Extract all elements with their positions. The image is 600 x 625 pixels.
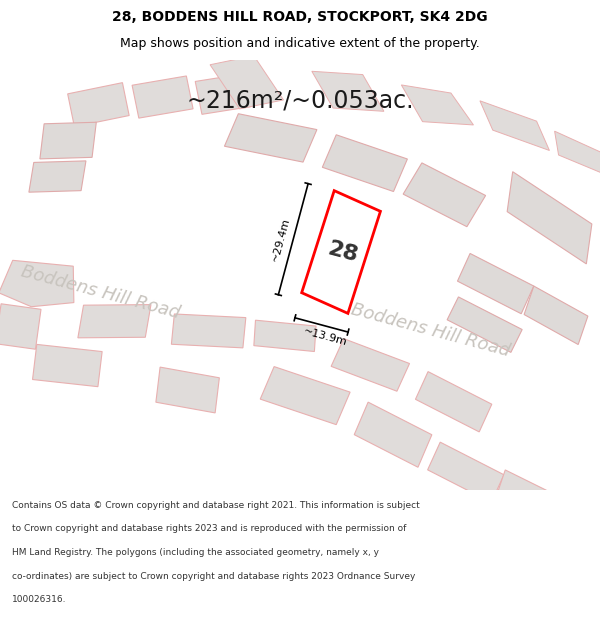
- Polygon shape: [210, 56, 283, 109]
- Text: HM Land Registry. The polygons (including the associated geometry, namely x, y: HM Land Registry. The polygons (includin…: [12, 548, 379, 557]
- Polygon shape: [354, 402, 432, 468]
- Text: ~13.9m: ~13.9m: [302, 326, 349, 348]
- Text: 28: 28: [326, 238, 361, 266]
- Polygon shape: [195, 74, 251, 114]
- Polygon shape: [40, 122, 97, 159]
- Polygon shape: [554, 131, 600, 178]
- Polygon shape: [447, 297, 522, 352]
- Polygon shape: [403, 163, 485, 227]
- Polygon shape: [480, 101, 550, 151]
- Polygon shape: [0, 261, 74, 307]
- Polygon shape: [322, 135, 407, 191]
- Polygon shape: [132, 76, 193, 118]
- Polygon shape: [524, 286, 588, 344]
- Polygon shape: [302, 191, 380, 313]
- Polygon shape: [457, 254, 534, 314]
- Text: 100026316.: 100026316.: [12, 595, 67, 604]
- Polygon shape: [172, 314, 246, 348]
- Text: Boddens Hill Road: Boddens Hill Road: [349, 300, 511, 360]
- Polygon shape: [507, 172, 592, 264]
- Polygon shape: [428, 442, 504, 503]
- Polygon shape: [401, 85, 473, 125]
- Polygon shape: [312, 71, 384, 111]
- Polygon shape: [415, 372, 492, 432]
- Text: Boddens Hill Road: Boddens Hill Road: [19, 262, 181, 322]
- Text: co-ordinates) are subject to Crown copyright and database rights 2023 Ordnance S: co-ordinates) are subject to Crown copyr…: [12, 572, 415, 581]
- Polygon shape: [29, 161, 86, 192]
- Text: ~29.4m: ~29.4m: [271, 216, 292, 262]
- Text: Contains OS data © Crown copyright and database right 2021. This information is : Contains OS data © Crown copyright and d…: [12, 501, 420, 510]
- Polygon shape: [0, 304, 41, 349]
- Polygon shape: [496, 470, 551, 521]
- Text: ~216m²/~0.053ac.: ~216m²/~0.053ac.: [186, 88, 414, 112]
- Polygon shape: [156, 367, 220, 413]
- Polygon shape: [331, 339, 410, 391]
- Polygon shape: [68, 82, 129, 127]
- Polygon shape: [32, 344, 102, 387]
- Polygon shape: [78, 304, 151, 338]
- Polygon shape: [260, 367, 350, 424]
- Polygon shape: [224, 114, 317, 162]
- Text: Map shows position and indicative extent of the property.: Map shows position and indicative extent…: [120, 37, 480, 50]
- Polygon shape: [254, 320, 316, 351]
- Text: to Crown copyright and database rights 2023 and is reproduced with the permissio: to Crown copyright and database rights 2…: [12, 524, 406, 533]
- Text: 28, BODDENS HILL ROAD, STOCKPORT, SK4 2DG: 28, BODDENS HILL ROAD, STOCKPORT, SK4 2D…: [112, 10, 488, 24]
